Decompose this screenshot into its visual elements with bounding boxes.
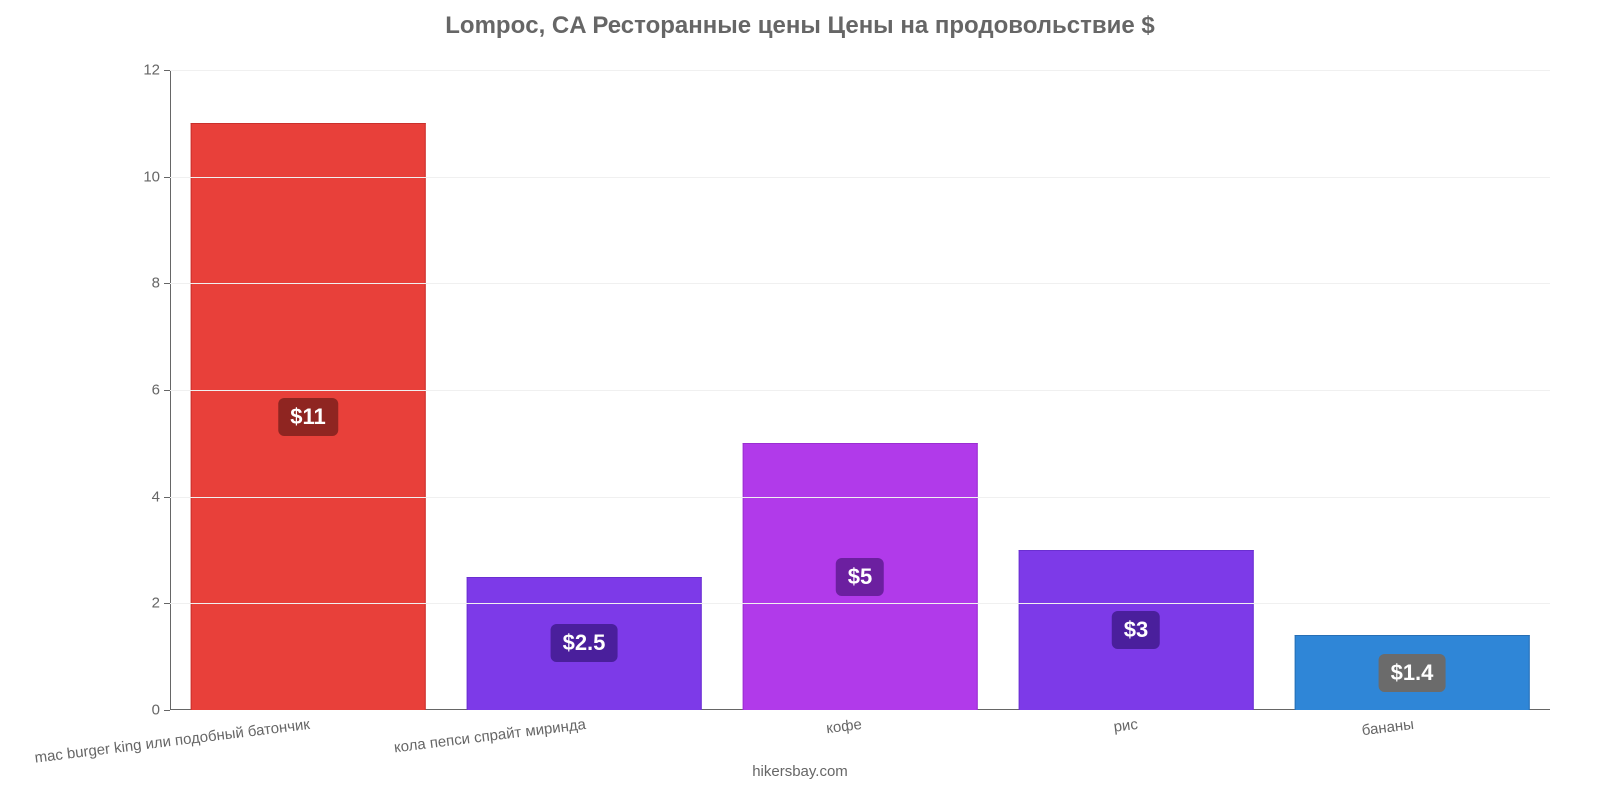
y-tick-label: 2 [152, 595, 170, 612]
y-tick-label: 10 [143, 168, 170, 185]
x-category-label: рис [1112, 710, 1139, 736]
chart-container: Lompoc, CA Ресторанные цены Цены на прод… [0, 0, 1600, 800]
gridline [170, 70, 1550, 71]
value-badge: $3 [1112, 611, 1160, 649]
x-category-label: mac burger king или подобный батончик [33, 710, 311, 767]
value-badge: $11 [278, 398, 338, 436]
x-category-label: бананы [1360, 710, 1415, 739]
y-tick-label: 6 [152, 382, 170, 399]
value-badge: $5 [836, 558, 884, 596]
y-tick-label: 0 [152, 702, 170, 719]
x-category-label: кола пепси спрайт миринда [392, 710, 587, 756]
gridline [170, 497, 1550, 498]
value-badge: $1.4 [1379, 654, 1446, 692]
gridline [170, 603, 1550, 604]
y-tick-label: 8 [152, 275, 170, 292]
y-tick-label: 4 [152, 488, 170, 505]
gridline [170, 283, 1550, 284]
gridline [170, 390, 1550, 391]
x-category-label: кофе [825, 710, 863, 737]
value-badge: $2.5 [551, 624, 618, 662]
chart-title: Lompoc, CA Ресторанные цены Цены на прод… [0, 12, 1600, 40]
plot-area: $11mac burger king или подобный батончик… [170, 70, 1550, 710]
y-tick-label: 12 [143, 62, 170, 79]
gridline [170, 177, 1550, 178]
credit-text: hikersbay.com [0, 763, 1600, 780]
